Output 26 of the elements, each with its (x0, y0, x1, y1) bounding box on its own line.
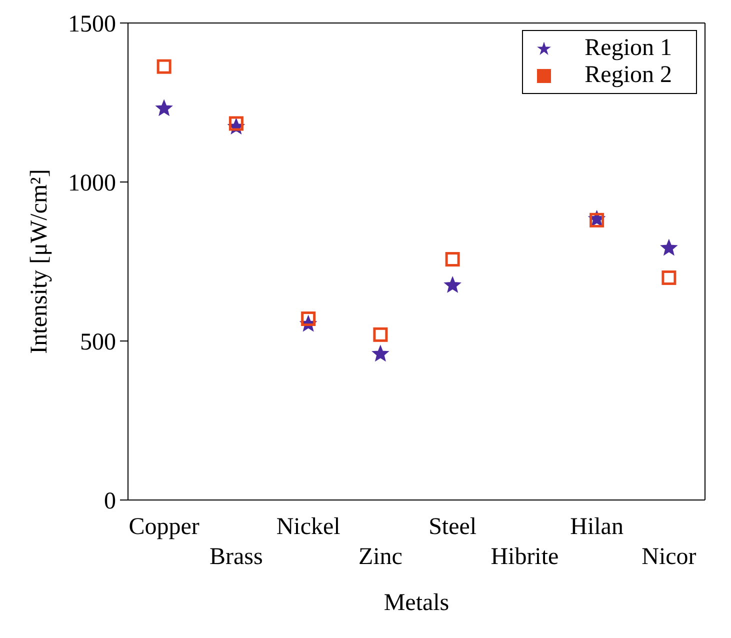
point (372, 346, 389, 362)
legend-label: Region 2 (584, 62, 672, 88)
point (373, 327, 388, 342)
x-axis-title: Metals (384, 590, 450, 616)
point (445, 252, 460, 267)
x-tick-label: Nicor (642, 544, 696, 570)
point (662, 270, 676, 285)
x-tick-label: Zinc (358, 544, 402, 570)
y-tick-label: 0 (104, 488, 116, 515)
x-tick-label: Hibrite (490, 544, 559, 570)
y-tick-label: 1500 (68, 12, 116, 38)
point (156, 59, 172, 74)
y-tick-label: 500 (80, 330, 116, 356)
y-tick-label: 1000 (68, 170, 116, 197)
y-axis-title: Intensity [μW/cm²] (26, 169, 53, 354)
x-tick-label: Nickel (276, 514, 341, 540)
x-tick-label: Hilan (570, 514, 624, 540)
x-tick-label: Brass (210, 544, 263, 570)
point (156, 100, 172, 116)
x-tick-label: Steel (428, 514, 477, 540)
point (660, 240, 678, 256)
point (444, 276, 461, 292)
legend-label: Region 1 (584, 35, 672, 61)
point (228, 116, 244, 131)
point (301, 311, 316, 326)
x-tick-label: Copper (128, 514, 200, 540)
